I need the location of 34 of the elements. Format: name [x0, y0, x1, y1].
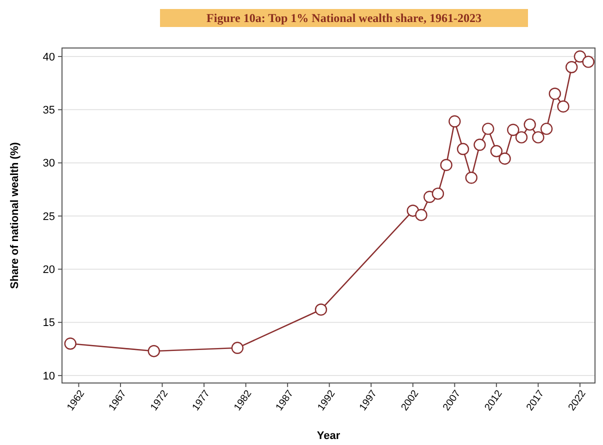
- point: [432, 188, 444, 200]
- chart-title: Figure 10a: Top 1% National wealth share, 1961-2023: [206, 11, 482, 25]
- point: [498, 152, 511, 165]
- point: [440, 158, 452, 172]
- point: [415, 208, 428, 222]
- point: [64, 338, 76, 350]
- point: [566, 61, 578, 74]
- point: [465, 172, 478, 184]
- point: [482, 122, 494, 135]
- point: [532, 131, 544, 144]
- point: [231, 342, 244, 354]
- point: [524, 118, 536, 131]
- point: [507, 124, 520, 136]
- point: [540, 122, 553, 135]
- y-tick-label: 40: [42, 51, 55, 64]
- y-tick-label: 35: [42, 104, 55, 117]
- point: [314, 304, 328, 316]
- point: [574, 50, 586, 63]
- point: [582, 56, 594, 68]
- point: [474, 138, 486, 151]
- point: [456, 142, 470, 156]
- point: [490, 145, 503, 158]
- y-tick-label: 15: [42, 317, 55, 330]
- point: [548, 88, 561, 100]
- x-axis-title: Year: [316, 430, 341, 442]
- y-tick-label: 20: [42, 264, 55, 276]
- point: [515, 131, 528, 144]
- point: [557, 100, 570, 113]
- point: [448, 115, 461, 128]
- y-tick-label: 30: [42, 158, 55, 170]
- y-tick-label: 25: [42, 210, 55, 223]
- y-tick-label: 10: [42, 370, 55, 382]
- y-axis-title: Share of national wealth (%): [9, 142, 21, 289]
- point: [148, 344, 160, 358]
